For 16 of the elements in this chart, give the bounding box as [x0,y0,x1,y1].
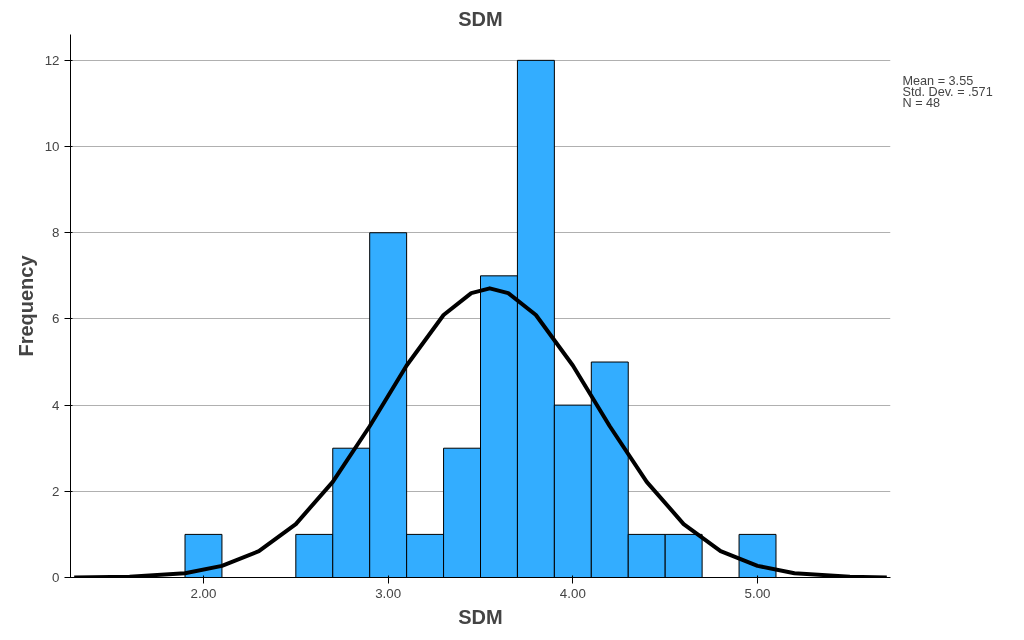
x-tick-label: 3.00 [375,585,402,601]
y-tick-label: 12 [44,52,60,68]
y-axis-title: Frequency [14,254,37,357]
y-tick-label: 6 [52,311,60,327]
x-tick-label: 5.00 [744,585,771,601]
x-tick-label: 2.00 [190,585,217,601]
x-tick-label: 4.00 [559,585,586,601]
y-tick-label: 0 [52,570,60,585]
text: Mean = 3.55 [902,73,974,88]
y-tick-label: 4 [52,397,61,413]
y-tick-label: 8 [52,225,60,241]
text: N = 48 [902,96,941,111]
y-tick-label: 10 [44,139,60,155]
x-axis-title: SDM [458,605,503,628]
y-tick-label: 2 [52,483,60,499]
chart-title: SDM [458,7,503,30]
